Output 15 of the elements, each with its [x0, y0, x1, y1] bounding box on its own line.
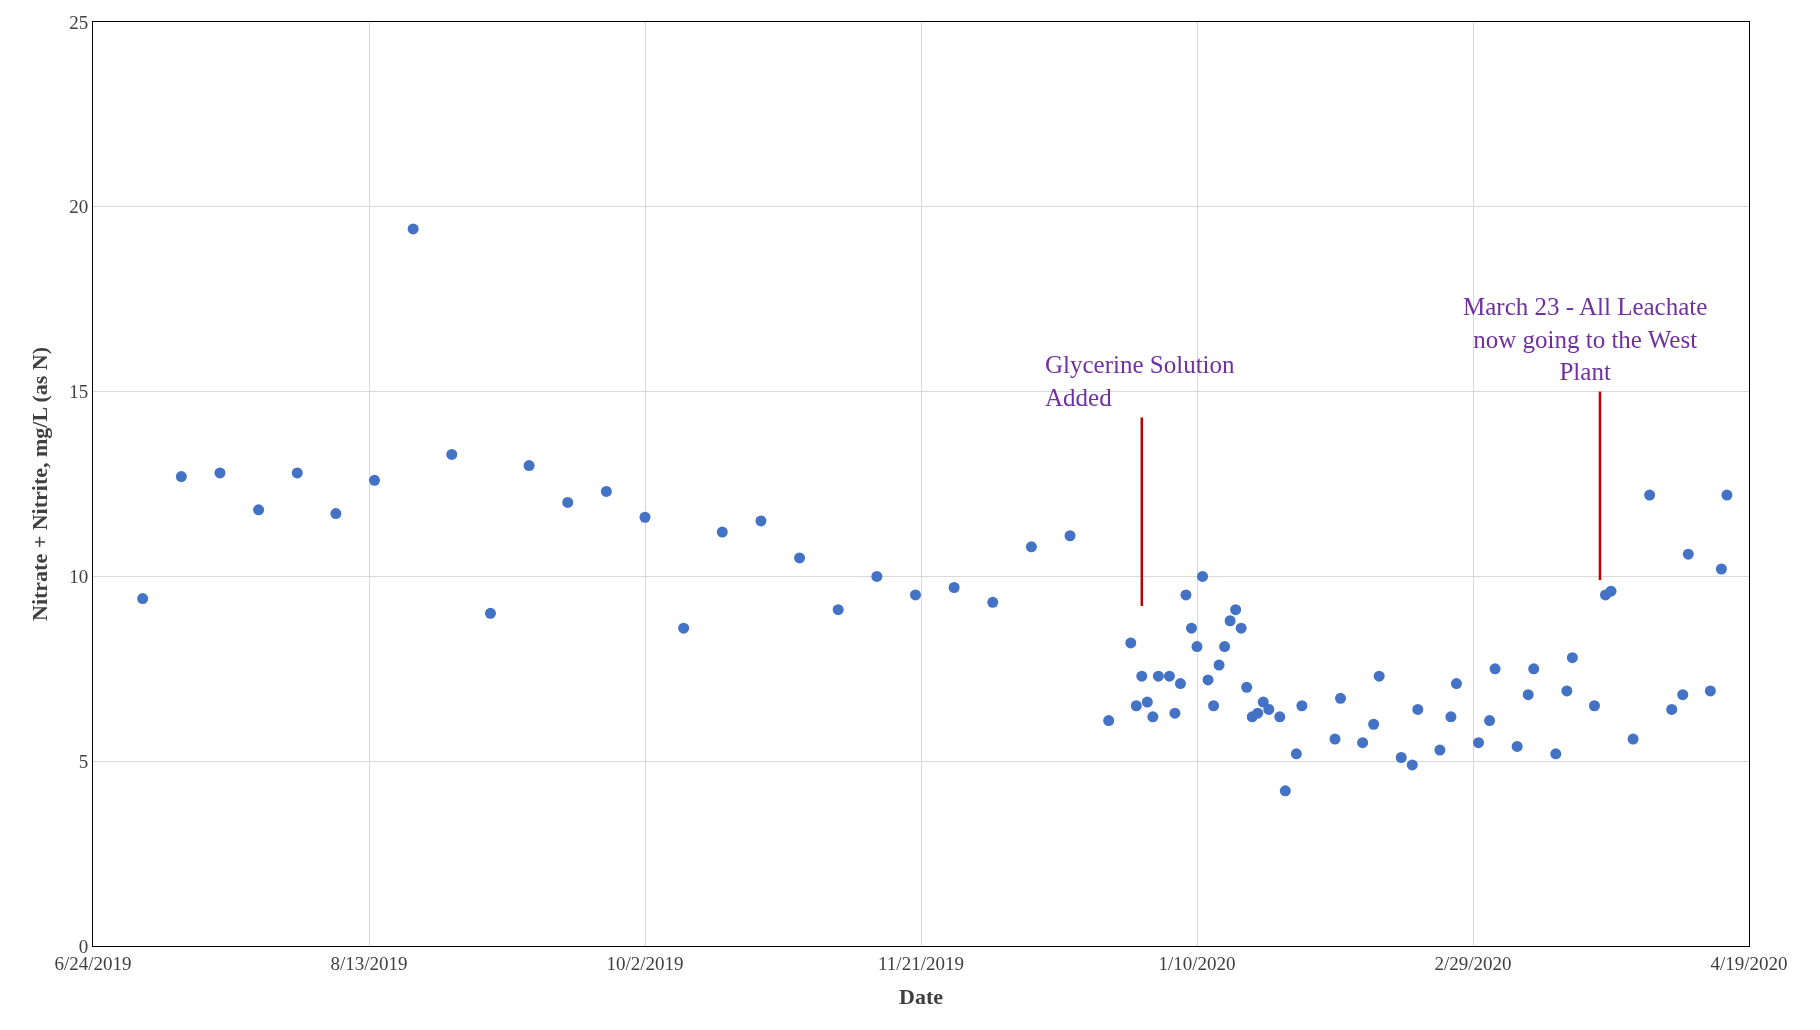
x-tick-label: 10/2/2019 — [606, 952, 684, 974]
y-tick-label: 10 — [69, 566, 89, 588]
ref-line-label: March 23 - All Leachate now going to the West Plant — [1463, 293, 1708, 385]
y-tick-label: 20 — [69, 196, 89, 218]
x-tick-label: 4/19/2020 — [1710, 952, 1788, 974]
x-tick-label: 8/13/2019 — [330, 952, 408, 974]
ref-line-label: Glycerine Solution Added — [1045, 351, 1236, 411]
x-tick-label: 2/29/2020 — [1434, 952, 1512, 974]
y-axis-title: Nitrate + Nitrite, mg/L (as N) — [27, 346, 52, 622]
x-tick-label: 11/21/2019 — [878, 952, 964, 974]
x-axis-title: Date — [899, 983, 944, 1009]
y-tick-label: 5 — [78, 750, 89, 772]
y-tick-label: 25 — [69, 11, 89, 33]
x-tick-label: 1/10/2020 — [1158, 952, 1236, 974]
y-tick-label: 15 — [69, 381, 89, 403]
